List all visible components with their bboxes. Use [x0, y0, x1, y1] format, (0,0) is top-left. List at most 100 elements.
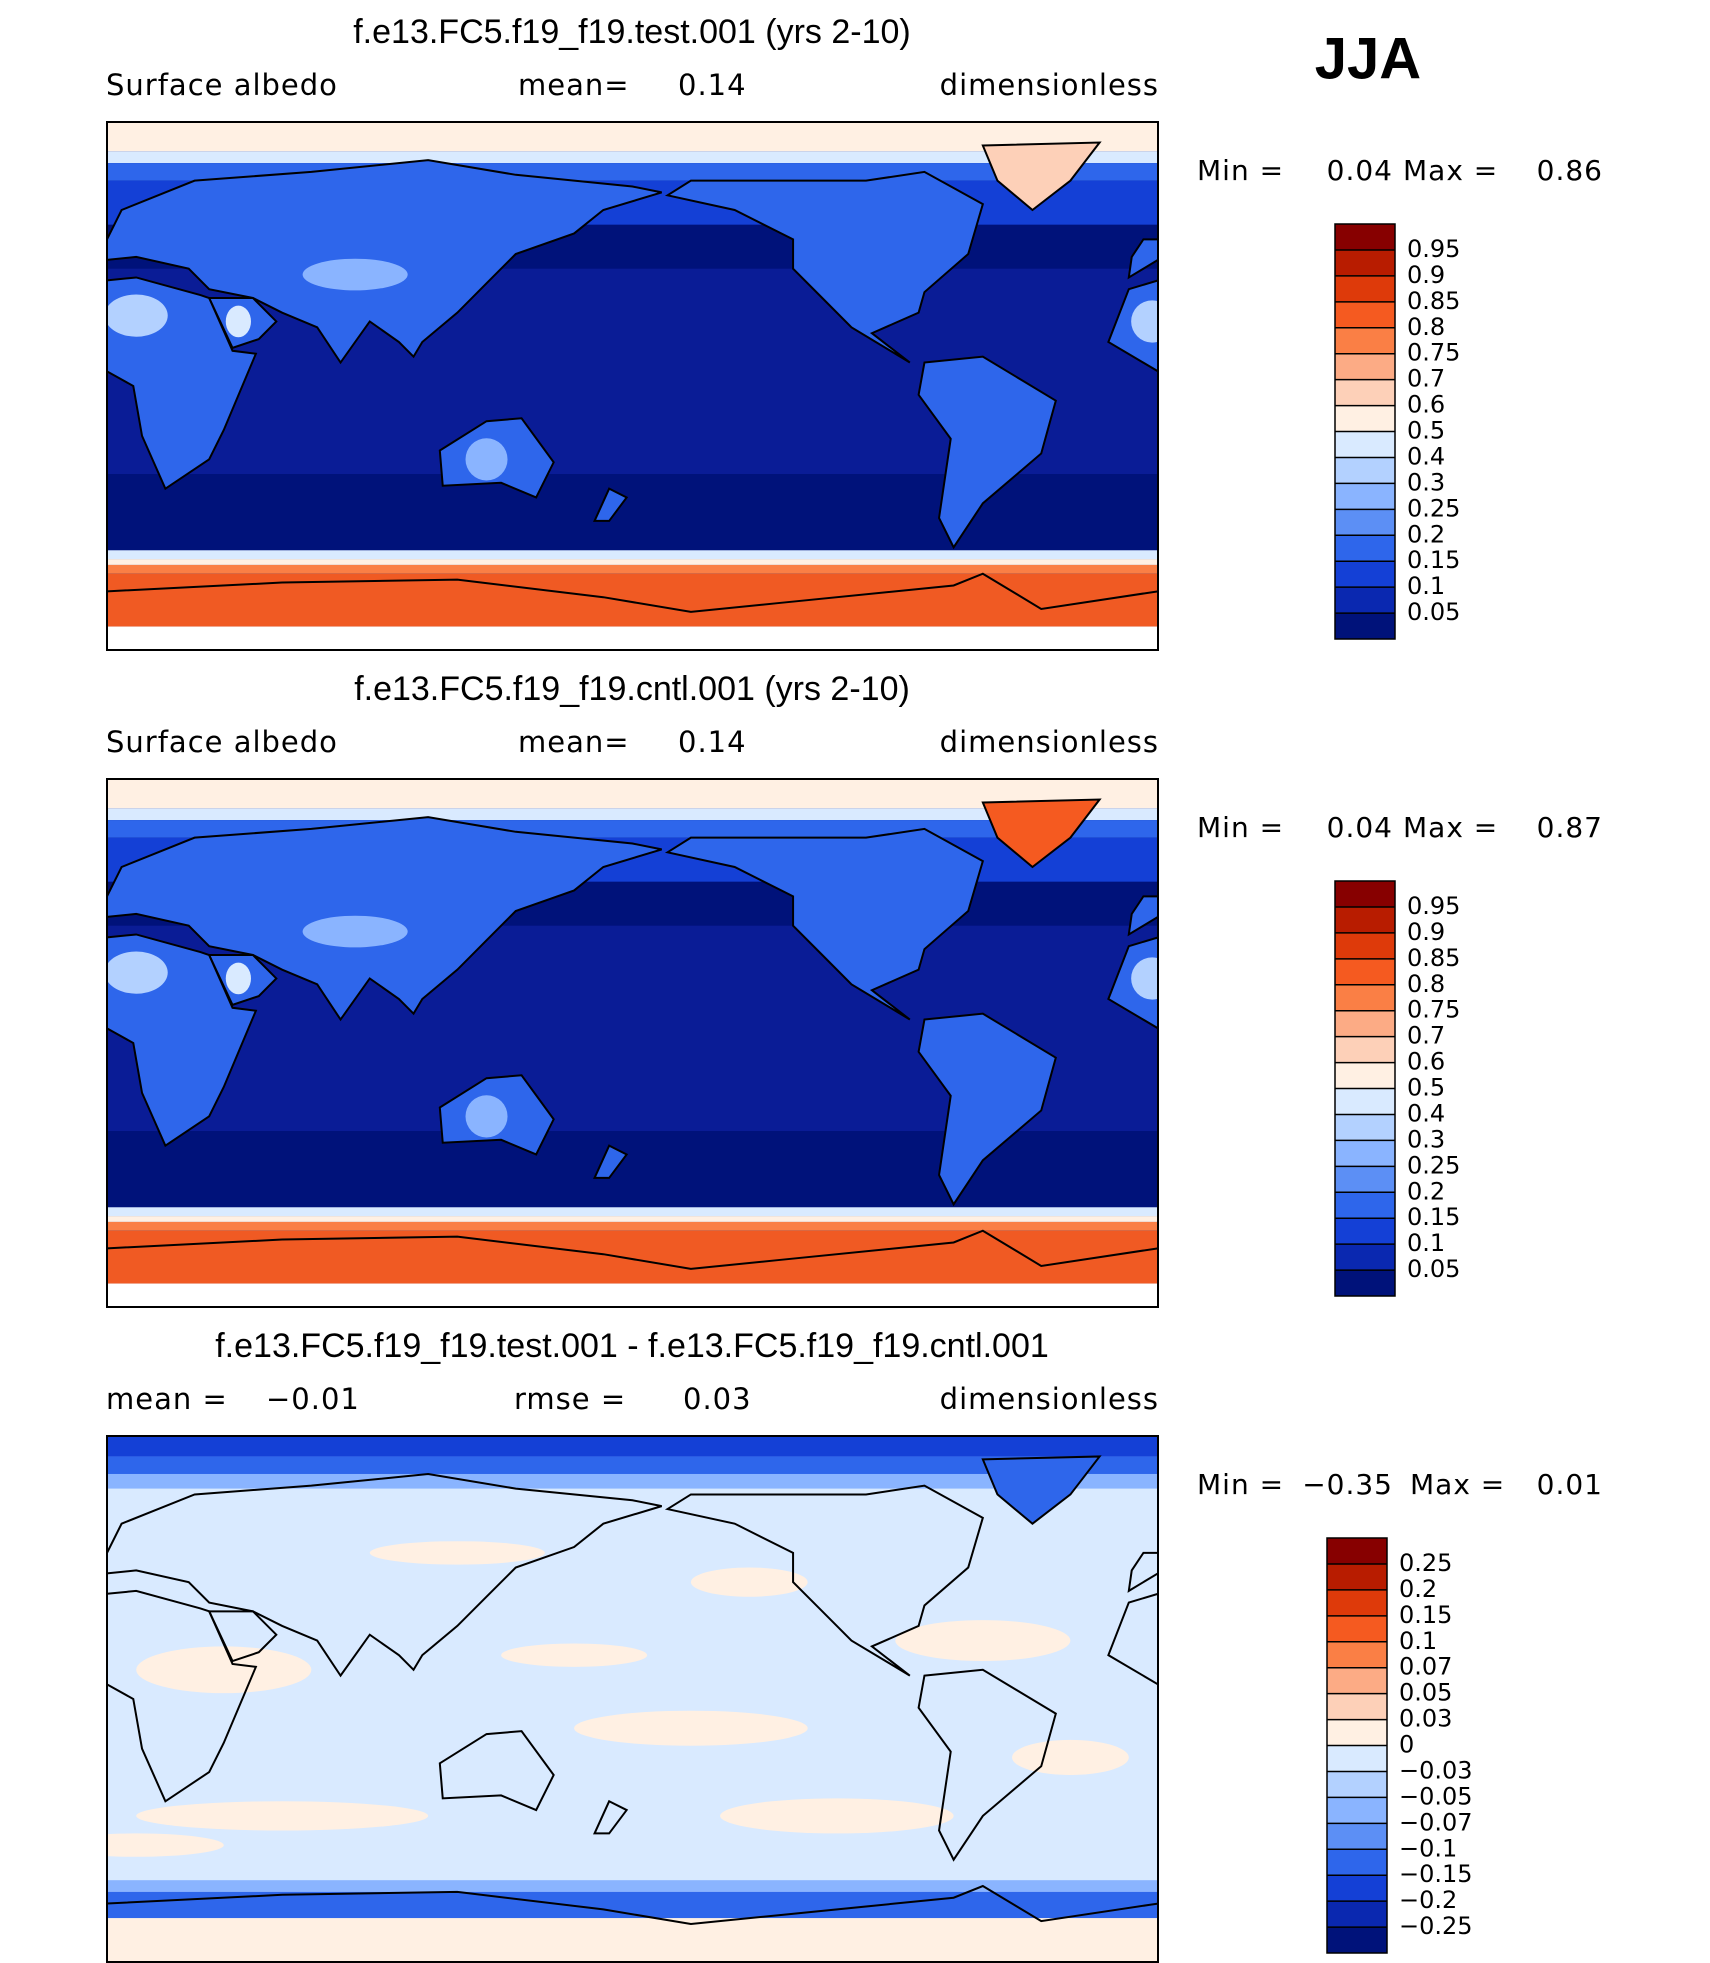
band	[107, 808, 1158, 821]
colorbar-box	[1335, 224, 1395, 250]
band	[107, 151, 1158, 164]
map-frame	[106, 778, 1159, 1308]
colorbar-label: 0.07	[1399, 1653, 1452, 1681]
band	[107, 573, 1158, 627]
plateau	[302, 258, 408, 291]
land	[207, 954, 278, 1007]
colorbar-label: 0.25	[1399, 1549, 1452, 1577]
colorbar-box	[1327, 1538, 1387, 1564]
colorbar-label: 0.5	[1407, 417, 1445, 445]
colorbar-label: −0.07	[1399, 1808, 1473, 1836]
center-label: mean=	[518, 725, 630, 759]
colorbar-label: 0.8	[1407, 970, 1445, 998]
band	[107, 559, 1158, 565]
colorbar-box	[1335, 431, 1395, 458]
min-label: Min =	[1197, 154, 1284, 187]
land	[107, 933, 258, 1148]
max-label: Max =	[1403, 154, 1498, 187]
colorbar-label: 0.1	[1407, 572, 1445, 600]
plateau	[302, 915, 408, 948]
colorbar-box	[1335, 275, 1395, 302]
colorbar-box	[1327, 1797, 1387, 1824]
panel: f.e13.FC5.f19_f19.test.001 (yrs 2-10) Sur…	[106, 13, 1603, 651]
positive-patch	[501, 1643, 648, 1667]
coast	[107, 1229, 1158, 1270]
colorbar-label: 0.15	[1399, 1601, 1452, 1629]
colorbar-label: 0.2	[1407, 520, 1445, 548]
colorbar-label: 0	[1399, 1731, 1414, 1759]
band	[107, 1880, 1158, 1892]
land	[592, 1799, 629, 1835]
land	[1107, 936, 1158, 1030]
colorbar-label: 0.85	[1407, 944, 1460, 972]
colorbar-label: 0.7	[1407, 1022, 1445, 1050]
colorbar-box	[1327, 1875, 1387, 1902]
land	[1127, 895, 1158, 937]
min-value: −0.35	[1302, 1468, 1393, 1501]
max-label: Max =	[1403, 811, 1498, 844]
land	[918, 356, 1056, 548]
colorbar-label: 0.25	[1407, 1151, 1460, 1179]
right-label: dimensionless	[940, 725, 1159, 759]
land	[917, 1668, 1057, 1862]
max-value: 0.86	[1537, 154, 1603, 187]
colorbar-label: −0.2	[1399, 1886, 1457, 1914]
land	[592, 1144, 629, 1179]
colorbar-label: 0.2	[1407, 1177, 1445, 1205]
left-label: Surface albedo	[106, 68, 338, 102]
panel: f.e13.FC5.f19_f19.cntl.001 (yrs 2-10) Sur…	[106, 670, 1602, 1308]
band	[107, 1216, 1158, 1222]
land	[107, 276, 258, 491]
colorbar-box	[1335, 483, 1395, 510]
band	[107, 550, 1158, 560]
band	[107, 626, 1158, 650]
land	[107, 816, 662, 1022]
colorbar-label: −0.25	[1399, 1912, 1473, 1940]
band	[107, 1436, 1158, 1962]
land	[664, 1484, 985, 1677]
colorbar-box	[1327, 1927, 1387, 1953]
colorbar-box	[1335, 379, 1395, 406]
colorbar-label: 0.7	[1407, 365, 1445, 393]
band	[107, 1221, 1158, 1231]
colorbar-box	[1335, 1114, 1395, 1141]
colorbar-box	[1327, 1823, 1387, 1850]
australia-inland	[465, 1095, 508, 1138]
land	[982, 142, 1100, 210]
colorbar-label: 0.85	[1407, 287, 1460, 315]
colorbar-box	[1335, 1140, 1395, 1167]
land	[667, 171, 983, 363]
colorbar-box	[1335, 1166, 1395, 1193]
colorbar-label: 0.9	[1407, 261, 1445, 289]
colorbar-label: 0.05	[1407, 598, 1460, 626]
land	[917, 355, 1057, 550]
colorbar-box	[1327, 1589, 1387, 1616]
band	[107, 564, 1158, 574]
colorbar-box	[1335, 984, 1395, 1011]
desert	[107, 294, 168, 337]
land	[592, 487, 629, 522]
colorbar-box	[1335, 1192, 1395, 1219]
colorbar-label: 0.9	[1407, 918, 1445, 946]
colorbar-label: 0.03	[1399, 1705, 1452, 1733]
colorbar-label: 0.8	[1407, 313, 1445, 341]
colorbar-label: 0.1	[1399, 1627, 1437, 1655]
max-label: Max =	[1410, 1468, 1505, 1501]
land	[918, 1013, 1056, 1205]
colorbar-box	[1327, 1615, 1387, 1642]
colorbar-label: −0.03	[1399, 1756, 1473, 1784]
colorbar-label: 0.25	[1407, 494, 1460, 522]
colorbar-box	[1335, 906, 1395, 933]
center-label: mean=	[518, 68, 630, 102]
colorbar-box	[1335, 1010, 1395, 1037]
colorbar-box	[1335, 881, 1395, 907]
panel: f.e13.FC5.f19_f19.test.001 - f.e13.FC5.f…	[106, 1327, 1602, 1963]
desert	[107, 951, 168, 994]
colorbar-label: 0.6	[1407, 391, 1445, 419]
colorbar-box	[1335, 327, 1395, 354]
colorbar-label: 0.75	[1407, 996, 1460, 1024]
colorbar-box	[1335, 587, 1395, 614]
colorbar-box	[1327, 1719, 1387, 1746]
positive-patch	[720, 1798, 954, 1834]
positive-patch	[136, 1801, 429, 1831]
